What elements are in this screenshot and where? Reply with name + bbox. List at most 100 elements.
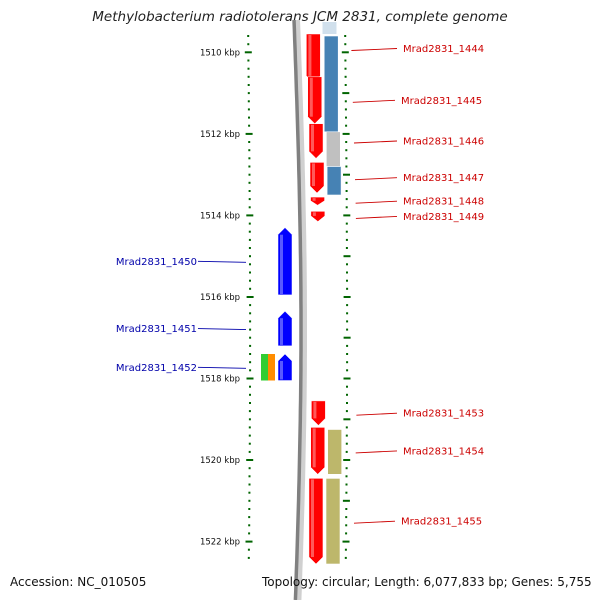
ruler-tick <box>346 279 348 282</box>
ruler-tick <box>345 141 348 143</box>
ruler-tick <box>345 450 348 453</box>
ruler-tick <box>249 361 252 364</box>
ruler-tick <box>248 198 251 201</box>
ruler-tick <box>345 532 348 535</box>
ruler-tick <box>247 100 250 103</box>
ruler-tick <box>248 222 251 225</box>
ruler-tick <box>249 312 252 315</box>
gene-arrow[interactable] <box>309 162 325 194</box>
gene-arrow[interactable] <box>310 211 326 222</box>
ruler-tick <box>346 393 348 396</box>
ruler-tick <box>346 320 349 323</box>
ruler-tick <box>248 247 251 249</box>
gene-label[interactable]: Mrad2831_1453 <box>403 409 484 420</box>
gene-arrow[interactable] <box>277 353 293 381</box>
gene-arrow[interactable] <box>308 123 324 159</box>
gene-label[interactable]: Mrad2831_1449 <box>403 212 484 223</box>
ruler-tick <box>248 475 251 478</box>
ruler-tick <box>345 165 348 168</box>
gene-label-leader <box>355 215 398 219</box>
gene-arrow[interactable] <box>310 196 325 206</box>
gene-arrow-highlight <box>312 212 316 216</box>
gene-arrow[interactable] <box>277 227 293 296</box>
gene-label[interactable]: Mrad2831_1452 <box>116 363 197 374</box>
ruler-label: 1512 kbp <box>200 130 240 140</box>
ruler-tick <box>344 84 347 86</box>
gene-label[interactable]: Mrad2831_1454 <box>403 446 484 457</box>
gene-label[interactable]: Mrad2831_1446 <box>403 137 484 148</box>
ruler-tick <box>345 442 348 445</box>
ruler-tick <box>344 67 347 70</box>
cog-category-blocks-reverse <box>261 354 275 381</box>
ruler-tick <box>249 385 251 388</box>
ruler-tick <box>248 450 251 453</box>
cog-block <box>326 166 342 196</box>
ruler-tick <box>249 263 251 266</box>
gene-arrow[interactable] <box>310 427 325 475</box>
gene-label[interactable]: Mrad2831_1447 <box>403 173 484 184</box>
ruler-tick <box>249 320 252 323</box>
gene-arrow[interactable] <box>307 76 323 125</box>
gene-label[interactable]: Mrad2831_1451 <box>116 324 197 335</box>
ruler-tick <box>346 263 348 266</box>
gene-label-leader <box>356 412 398 416</box>
ruler-tick <box>245 132 253 135</box>
gene-label[interactable]: Mrad2831_1444 <box>403 44 484 55</box>
ruler-tick <box>343 296 351 298</box>
genome-backbone-shadow <box>294 19 307 600</box>
gene-arrow-highlight <box>313 401 317 419</box>
ruler-tick <box>345 524 348 527</box>
gene-arrows <box>277 33 326 565</box>
ruler-tick <box>246 459 254 461</box>
ruler-tick <box>346 369 349 372</box>
ruler-tick <box>247 556 250 559</box>
ruler-labels: 1510 kbp 1512 kbp 1514 kbp 1516 kbp 1518 kbp… <box>200 48 240 547</box>
ruler-tick <box>249 304 252 307</box>
ruler-tick <box>248 165 251 168</box>
gene-label[interactable]: Mrad2831_1455 <box>401 517 482 528</box>
cog-block <box>268 354 275 381</box>
ruler-tick <box>345 247 348 249</box>
gene-label[interactable]: Mrad2831_1448 <box>403 197 484 208</box>
gene-label[interactable]: Mrad2831_1450 <box>116 257 197 268</box>
ruler-tick <box>248 181 251 184</box>
ruler-tick <box>345 149 348 152</box>
ruler-tick <box>249 344 252 347</box>
ruler-label: 1514 kbp <box>200 211 240 221</box>
ruler-tick <box>345 230 348 233</box>
ruler-tick <box>344 556 347 559</box>
ruler-tick <box>345 198 348 201</box>
cog-block <box>261 354 268 381</box>
ruler-tick <box>249 353 252 355</box>
ruler-tick <box>248 418 251 421</box>
gene-arrow-highlight <box>312 163 315 186</box>
gene-arrow-highlight <box>280 234 283 294</box>
ruler-tick <box>248 116 250 119</box>
ruler-tick <box>344 100 347 103</box>
ruler-tick <box>343 377 351 380</box>
ruler-tick <box>342 92 350 95</box>
ruler-tick <box>343 336 351 339</box>
ruler-tick <box>248 206 251 209</box>
gene-arrow-highlight <box>312 198 316 201</box>
gene-arrow[interactable] <box>308 478 324 565</box>
gene-label-leader <box>351 48 398 51</box>
ruler-tick <box>342 499 350 502</box>
gene-label-leader <box>354 177 398 181</box>
gene-arrow[interactable] <box>311 400 326 426</box>
ruler-tick <box>248 157 251 160</box>
ruler-tick <box>245 540 253 543</box>
ruler-tick <box>346 312 349 315</box>
genome-title: Methylobacterium radiotolerans JCM 2831,… <box>92 9 508 25</box>
ruler-tick <box>344 59 347 62</box>
ruler-tick <box>343 255 351 258</box>
gene-label[interactable]: Mrad2831_1445 <box>401 96 482 107</box>
ruler-label: 1520 kbp <box>200 456 240 466</box>
ruler-tick <box>346 271 348 274</box>
ruler-label: 1510 kbp <box>200 48 240 58</box>
gene-label-leader <box>197 366 247 369</box>
ruler-tick <box>248 516 251 519</box>
ruler-tick <box>344 43 347 46</box>
gene-arrow[interactable] <box>277 310 293 347</box>
ruler-tick <box>342 132 350 135</box>
